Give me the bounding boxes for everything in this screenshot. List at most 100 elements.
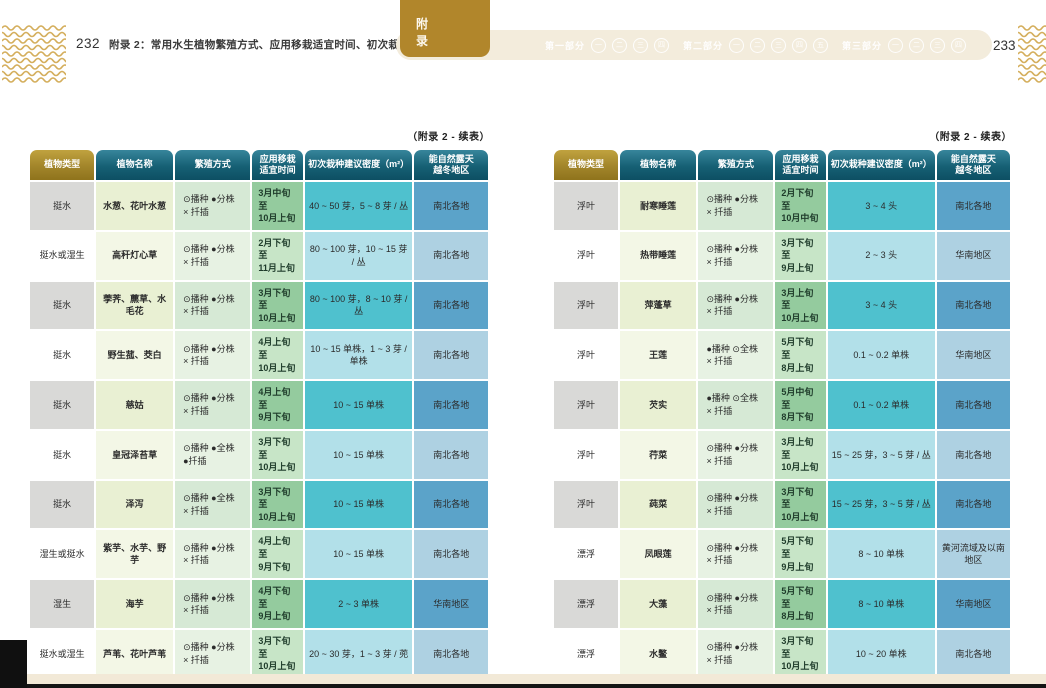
nav-chapter-circle[interactable]: 一 bbox=[590, 37, 606, 53]
table-cell: ⊙播种 ●分株 × 扦插 bbox=[698, 580, 774, 629]
table-cell: 南北各地 bbox=[936, 281, 1010, 330]
table-cell: ⊙播种 ●分株 × 扦插 bbox=[698, 281, 774, 330]
nav-chapter-circle[interactable]: 四 bbox=[653, 37, 669, 53]
table-cell: 3月下旬至 10月上旬 bbox=[775, 480, 826, 529]
table-cell: ⊙播种 ●分株 × 扦插 bbox=[698, 480, 774, 529]
table-cell: 海芋 bbox=[96, 580, 174, 629]
table-cell: 芡实 bbox=[619, 381, 697, 429]
table-cell: 黄河流域及以南地区 bbox=[936, 530, 1010, 579]
table-cell: 10 ~ 15 单株 bbox=[304, 430, 413, 479]
table-cell: ⊙播种 ●分株 × 扦插 bbox=[175, 331, 251, 380]
table-cell: 华南地区 bbox=[936, 231, 1010, 280]
table-cell: 20 ~ 30 芽，1 ~ 3 芽 / 蔸 bbox=[304, 630, 413, 678]
table-cell: 10 ~ 15 单株 bbox=[304, 530, 413, 579]
column-header: 初次栽种建议密度（m²） bbox=[827, 150, 935, 180]
table-cell: 漂浮 bbox=[554, 580, 618, 629]
table-cell: 南北各地 bbox=[414, 331, 488, 380]
table-cell: 10 ~ 15 单株 bbox=[304, 480, 413, 529]
nav-chapter-circle[interactable]: 三 bbox=[770, 37, 786, 53]
continued-label: （附录 2 - 续表） bbox=[407, 132, 490, 143]
table-cell: 3月下旬至 10月上旬 bbox=[775, 630, 826, 678]
table-cell: 湿生或挺水 bbox=[30, 530, 95, 579]
table-cell: 80 ~ 100 芽，10 ~ 15 芽 / 丛 bbox=[304, 231, 413, 280]
table-cell: ⊙播种 ●分株 × 扦插 bbox=[698, 231, 774, 280]
table-cell: 南北各地 bbox=[414, 381, 488, 429]
table-cell: 南北各地 bbox=[936, 430, 1010, 479]
table-cell: 南北各地 bbox=[414, 281, 488, 330]
table-cell: 5月下旬至 8月上旬 bbox=[775, 580, 826, 629]
table-cell: 南北各地 bbox=[936, 480, 1010, 529]
nav-chapter-circle[interactable]: 二 bbox=[909, 37, 924, 53]
table-cell: 南北各地 bbox=[936, 381, 1010, 429]
column-header: 应用移栽 适宜时间 bbox=[252, 150, 303, 180]
column-header: 繁殖方式 bbox=[175, 150, 251, 180]
appendix-tab[interactable]: 附 录 bbox=[400, 0, 490, 57]
continued-label: （附录 2 - 续表） bbox=[929, 132, 1012, 143]
table-cell: 芦苇、花叶芦苇 bbox=[96, 630, 174, 678]
table-cell: 漂浮 bbox=[554, 630, 618, 678]
table-cell: 南北各地 bbox=[414, 430, 488, 479]
nav-chapter-circle[interactable]: 四 bbox=[791, 37, 807, 53]
table-cell: 南北各地 bbox=[414, 231, 488, 280]
table-cell: 挺水 bbox=[30, 331, 95, 380]
table-cell: 5月中旬至 8月下旬 bbox=[775, 381, 826, 429]
table-cell: 漂浮 bbox=[554, 530, 618, 579]
table-cell: 2 ~ 3 单株 bbox=[304, 580, 413, 629]
table-cell: 荇菜 bbox=[619, 430, 697, 479]
nav-chapter-circle[interactable]: 三 bbox=[930, 37, 945, 53]
table-row: 浮叶 芡实 ●播种 ⊙全株 × 扦插 5月中旬至 8月下旬 0.1 ~ 0.2 单株 南北… bbox=[554, 381, 1010, 429]
table-cell: 野生菰、茭白 bbox=[96, 331, 174, 380]
table-cell: 3月下旬至 10月上旬 bbox=[252, 281, 303, 330]
table-row: 挺水或湿生 高秆灯心草 ⊙播种 ●分株 × 扦插 2月下旬至 11月上旬 80 ~ 10… bbox=[30, 231, 488, 280]
table-cell: ⊙播种 ●分株 × 扦插 bbox=[175, 381, 251, 429]
table-cell: 水葱、花叶水葱 bbox=[96, 182, 174, 230]
table-cell: 浮叶 bbox=[554, 480, 618, 529]
nav-chapter-circle[interactable]: 四 bbox=[951, 37, 966, 53]
nav-chapter-circle[interactable]: 三 bbox=[632, 37, 648, 53]
table-cell: 3 ~ 4 头 bbox=[827, 281, 935, 330]
table-row: 挺水 水葱、花叶水葱 ⊙播种 ●分株 × 扦插 3月中旬至 10月上旬 40 ~ 50 … bbox=[30, 182, 488, 230]
table-row: 挺水 野生菰、茭白 ⊙播种 ●分株 × 扦插 4月上旬至 10月上旬 10 ~ 15 单… bbox=[30, 331, 488, 380]
nav-chapter-circle[interactable]: 一 bbox=[888, 37, 903, 53]
table-cell: 慈姑 bbox=[96, 381, 174, 429]
table-cell: 5月下旬至 8月上旬 bbox=[775, 331, 826, 380]
table-cell: 南北各地 bbox=[414, 182, 488, 230]
table-cell: 泽泻 bbox=[96, 480, 174, 529]
nav-chapter-circle[interactable]: 二 bbox=[611, 37, 627, 53]
table-cell: 华南地区 bbox=[414, 580, 488, 629]
table-cell: 华南地区 bbox=[936, 580, 1010, 629]
table-cell: 热带睡莲 bbox=[619, 231, 697, 280]
table-cell: 浮叶 bbox=[554, 231, 618, 280]
table-row: 漂浮 凤眼莲 ⊙播种 ●分株 × 扦插 5月下旬至 9月上旬 8 ~ 10 单株 黄河流域… bbox=[554, 530, 1010, 579]
table-row: 浮叶 耐寒睡莲 ⊙播种 ●分株 × 扦插 2月下旬至 10月中旬 3 ~ 4 头南北各地 bbox=[554, 182, 1010, 230]
table-cell: ●播种 ⊙全株 × 扦插 bbox=[698, 331, 774, 380]
section-nav-band: 第一部分一二三四第二部分一二三四五第三部分一二三四 bbox=[396, 30, 992, 60]
wave-ornament-icon bbox=[2, 25, 66, 83]
table-cell: 耐寒睡莲 bbox=[619, 182, 697, 230]
nav-chapter-circle[interactable]: 五 bbox=[812, 37, 828, 53]
table-cell: ⊙播种 ●分株 × 扦插 bbox=[698, 430, 774, 479]
left-page-number: 232 bbox=[76, 36, 101, 51]
table-cell: 2月下旬至 10月中旬 bbox=[775, 182, 826, 230]
bottom-left-page-shadow bbox=[0, 640, 27, 688]
table-cell: 南北各地 bbox=[414, 630, 488, 678]
right-table-section: （附录 2 - 续表） 植物类型 植物名称 繁殖方式 应用移栽 适宜时间 初次栽种建议密… bbox=[552, 128, 1012, 688]
nav-chapter-circle[interactable]: 一 bbox=[728, 37, 744, 53]
table-cell: 南北各地 bbox=[414, 480, 488, 529]
table-cell: ⊙播种 ●分株 × 扦插 bbox=[698, 630, 774, 678]
table-cell: 4月上旬至 9月下旬 bbox=[252, 530, 303, 579]
table-cell: ⊙播种 ●分株 × 扦插 bbox=[175, 231, 251, 280]
left-table-section: （附录 2 - 续表） 植物类型 植物名称 繁殖方式 应用移栽 适宜时间 初次栽种建议密… bbox=[28, 128, 490, 688]
table-row: 浮叶 萍蓬草 ⊙播种 ●分株 × 扦插 3月上旬至 10月上旬 3 ~ 4 头南北各地 bbox=[554, 281, 1010, 330]
column-header: 植物类型 bbox=[554, 150, 618, 180]
table-cell: 0.1 ~ 0.2 单株 bbox=[827, 331, 935, 380]
table-cell: 5月下旬至 9月上旬 bbox=[775, 530, 826, 579]
table-cell: 大藻 bbox=[619, 580, 697, 629]
nav-chapter-circle[interactable]: 二 bbox=[749, 37, 765, 53]
plants-table-left: 植物类型 植物名称 繁殖方式 应用移栽 适宜时间 初次栽种建议密度（m²） 能自然露天 越… bbox=[28, 148, 490, 688]
table-cell: 南北各地 bbox=[936, 182, 1010, 230]
table-cell: 8 ~ 10 单株 bbox=[827, 580, 935, 629]
table-cell: 挺水 bbox=[30, 430, 95, 479]
table-cell: 南北各地 bbox=[414, 530, 488, 579]
bottom-page-edge bbox=[0, 684, 1046, 688]
